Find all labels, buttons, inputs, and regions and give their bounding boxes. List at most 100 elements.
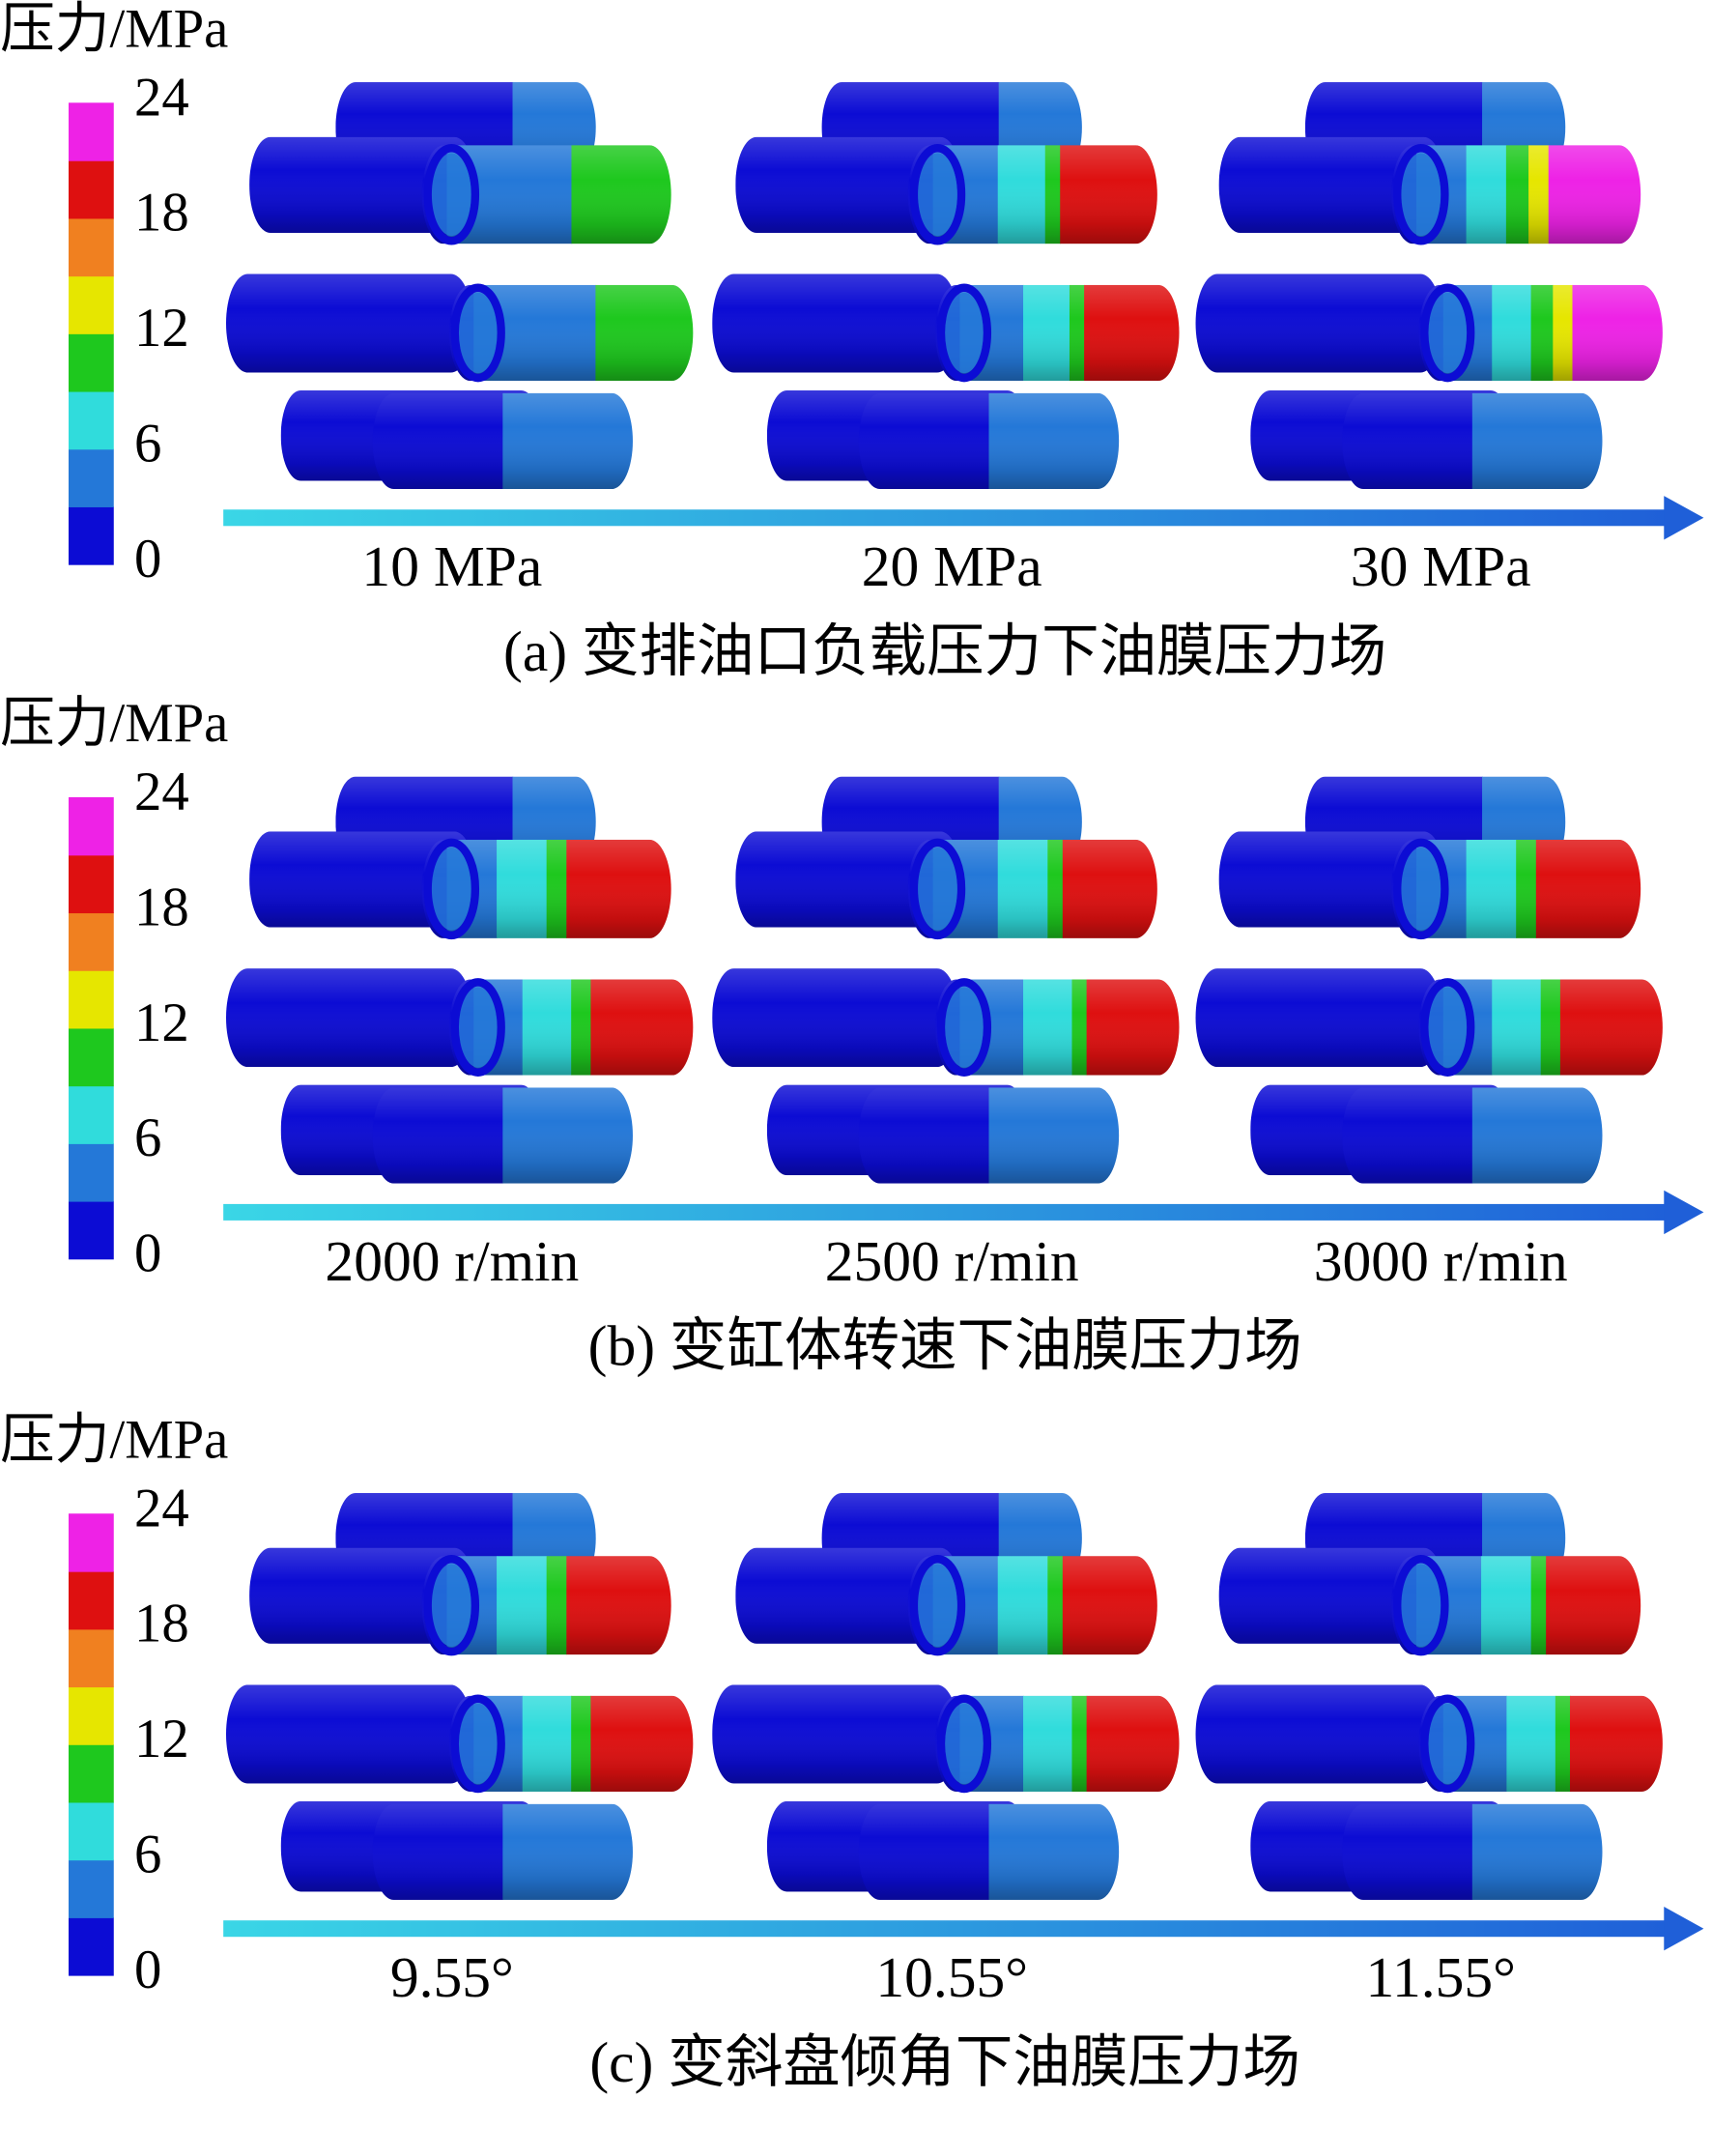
bore-ring (936, 1694, 992, 1794)
bore (918, 1564, 957, 1648)
cylinder-shade (372, 392, 633, 490)
arrow-head (1664, 1190, 1704, 1235)
condition-label: 9.55° (390, 1945, 514, 2009)
bore (458, 1703, 498, 1785)
arrow-shaft (223, 509, 1675, 527)
bore (1401, 1564, 1441, 1648)
bore (431, 1564, 471, 1648)
cylinder (225, 1684, 473, 1784)
cylinder-shade (225, 273, 473, 373)
condition-label: 30 MPa (1351, 534, 1531, 598)
colorbar-band (68, 912, 114, 971)
colorbar-band (68, 1744, 114, 1803)
colorbar-band (68, 1200, 114, 1260)
cylinder (1342, 1803, 1603, 1900)
colorbar-tick-label: 24 (134, 67, 189, 128)
colorbar-band (68, 796, 114, 856)
bore-ring (423, 838, 480, 940)
bore (918, 153, 957, 237)
bore (1401, 153, 1441, 237)
condition-label: 20 MPa (862, 534, 1042, 598)
panel: 压力/MPa 0 6 12 18 24 2000 r/min 2500 r/min 3000 r… (0, 693, 1704, 1378)
cylinder (1342, 1087, 1603, 1184)
colorbar-band (68, 1143, 114, 1202)
colorbar-band (68, 854, 114, 914)
colorbar-tick-label: 0 (134, 529, 161, 589)
bore-ring (1393, 838, 1449, 940)
arrow-shaft (223, 1203, 1675, 1221)
cylinder-shade (225, 968, 473, 1068)
panel: 压力/MPa 0 6 12 18 24 10 MPa 20 MPa 30 MPa (a) 变排油口… (0, 0, 1704, 683)
bore (918, 848, 957, 931)
arrow-head (1664, 496, 1704, 540)
bore-ring (909, 838, 966, 940)
bore-ring (1420, 283, 1475, 383)
cylinder-group (225, 82, 694, 490)
cylinder-group (225, 776, 694, 1184)
colorbar-band (68, 448, 114, 507)
cylinder (1195, 273, 1442, 373)
colorbar-band (68, 102, 114, 161)
cylinder-shade (1195, 968, 1442, 1068)
arrow-head (1664, 1907, 1704, 1951)
colorbar-tick-label: 6 (134, 1825, 161, 1885)
colorbar-band (68, 217, 114, 277)
bore (1428, 987, 1468, 1068)
cylinder-shade (858, 1087, 1120, 1184)
colorbar-tick-label: 0 (134, 1223, 161, 1284)
cylinder (858, 1803, 1120, 1900)
cylinder (1342, 392, 1603, 490)
bore-ring (423, 1554, 480, 1656)
colorbar-tick-label: 18 (134, 183, 189, 244)
bore-ring (1393, 1554, 1449, 1656)
colorbar-band (68, 1570, 114, 1630)
cylinder-shade (1195, 1684, 1442, 1784)
bore-ring (1420, 1694, 1475, 1794)
condition-label: 2500 r/min (825, 1229, 1079, 1293)
bore (1428, 292, 1468, 374)
cylinder-group (712, 1492, 1180, 1900)
caption: (b) 变缸体转速下油膜压力场 (588, 1314, 1302, 1378)
cylinder-shade (225, 1684, 473, 1784)
bore (431, 153, 471, 237)
cylinder-shade (372, 1087, 633, 1184)
cylinder (372, 392, 633, 490)
colorbar-band (68, 1686, 114, 1745)
colorbar-band (68, 390, 114, 450)
cylinder-group (1195, 1492, 1663, 1900)
cylinder-group (712, 776, 1180, 1184)
cylinder (225, 968, 473, 1068)
colorbar-band (68, 1628, 114, 1688)
cylinder (712, 968, 959, 1068)
colorbar-band (68, 1859, 114, 1918)
caption: (a) 变排油口负载压力下油膜压力场 (503, 619, 1386, 683)
cylinder-shade (858, 392, 1120, 490)
colorbar-tick-label: 12 (134, 298, 189, 359)
condition-label: 2000 r/min (325, 1229, 579, 1293)
cylinder-shade (372, 1803, 633, 1900)
colorbar-band (68, 1917, 114, 1976)
colorbar-tick-label: 18 (134, 877, 189, 937)
cylinder-group (225, 1492, 694, 1900)
cylinder-shade (1195, 273, 1442, 373)
cylinder (712, 1684, 959, 1784)
colorbar-band (68, 1027, 114, 1087)
bore-ring (936, 283, 992, 383)
caption: (c) 变斜盘倾角下油膜压力场 (589, 2030, 1300, 2094)
cylinder-group (712, 82, 1180, 490)
colorbar-tick-label: 6 (134, 1107, 161, 1168)
legend-title: 压力/MPa (0, 1409, 228, 1470)
bore (458, 987, 498, 1068)
cylinder-shade (712, 968, 959, 1068)
condition-label: 3000 r/min (1314, 1229, 1568, 1293)
colorbar-tick-label: 6 (134, 414, 161, 474)
colorbar-band (68, 160, 114, 219)
colorbar-band (68, 333, 114, 392)
condition-label: 10.55° (875, 1945, 1028, 2009)
colorbar-band (68, 506, 114, 565)
cylinder (1195, 968, 1442, 1068)
cylinder (858, 392, 1120, 490)
cylinder (858, 1087, 1120, 1184)
cylinder (225, 273, 473, 373)
